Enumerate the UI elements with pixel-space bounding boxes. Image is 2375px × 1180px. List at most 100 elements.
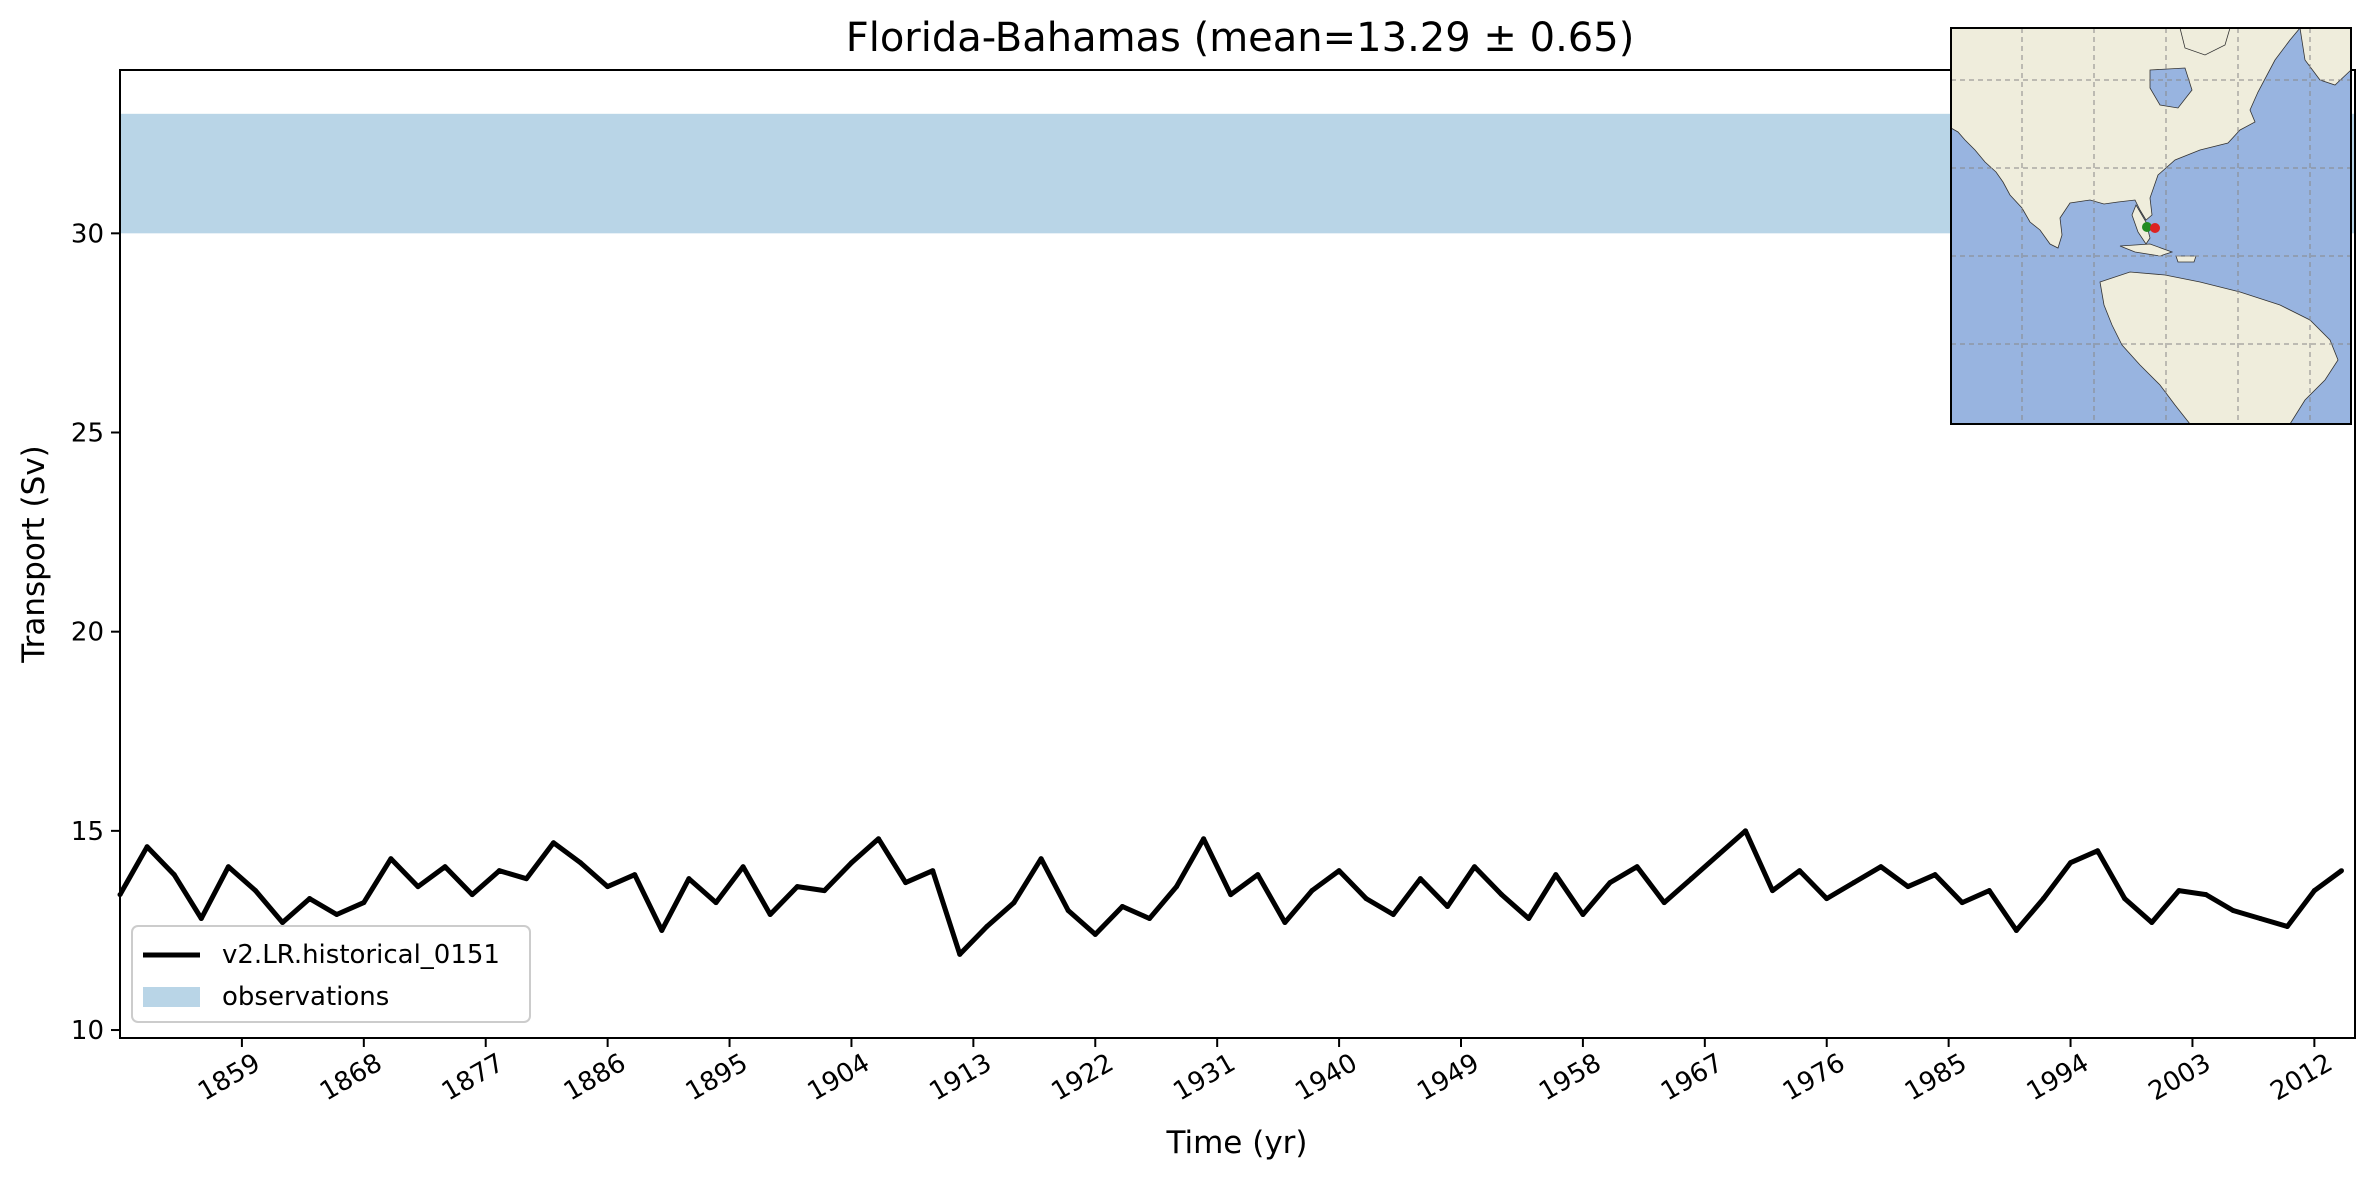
series-point — [1282, 919, 1288, 925]
series-point — [1742, 828, 1748, 834]
x-tick-label: 1868 — [315, 1048, 387, 1107]
series-point — [442, 864, 448, 870]
x-tick-label: 1958 — [1534, 1048, 1606, 1107]
series-point — [848, 860, 854, 866]
y-tick-label: 30 — [71, 219, 104, 249]
map-marker-end — [2150, 223, 2160, 233]
map-frame — [1950, 27, 2352, 425]
legend-box — [131, 925, 531, 1023]
series-point — [1119, 904, 1125, 910]
series-point — [1038, 856, 1044, 862]
series-point — [659, 927, 665, 933]
series-point — [1092, 931, 1098, 937]
series-point — [957, 951, 963, 957]
series-point — [469, 892, 475, 898]
series-point — [2149, 919, 2155, 925]
map-land-hispaniola — [2175, 255, 2197, 263]
series-point — [1390, 912, 1396, 918]
series-point — [1878, 864, 1884, 870]
series-point — [1607, 880, 1613, 886]
x-axis: 1859 1868 1877 1886 1895 1904 1913 1922 1931 1940… — [193, 1038, 2338, 1107]
map-land-greenland — [2299, 28, 2351, 86]
map-land-arctic-islands — [2179, 28, 2231, 56]
series-point — [2230, 908, 2236, 914]
series-point — [171, 872, 177, 878]
x-tick-label: 1931 — [1168, 1048, 1240, 1107]
y-tick-label: 10 — [71, 1016, 104, 1046]
plot-frame — [119, 69, 2356, 1039]
series-point — [686, 876, 692, 882]
series-point — [1228, 892, 1234, 898]
legend-observations-label: observations — [222, 982, 389, 1012]
y-axis: 10 15 20 25 30 — [71, 219, 120, 1046]
x-tick-label: 1940 — [1290, 1048, 1362, 1107]
series-point — [1851, 880, 1857, 886]
x-axis-label: Time (yr) — [1166, 1125, 1308, 1161]
x-tick-label: 2012 — [2266, 1048, 2338, 1107]
series-point — [2311, 888, 2317, 894]
series-point — [144, 844, 150, 850]
series-point — [1309, 888, 1315, 894]
series-point — [2176, 888, 2182, 894]
series-point — [1255, 872, 1261, 878]
x-tick-label: 1877 — [437, 1048, 509, 1107]
series-point — [1715, 852, 1721, 858]
series-point — [496, 868, 502, 874]
x-tick-label: 2003 — [2144, 1048, 2216, 1107]
series-point — [632, 872, 638, 878]
x-tick-label: 1967 — [1656, 1048, 1728, 1107]
y-axis-label: Transport (Sv) — [16, 445, 52, 664]
series-point — [252, 888, 258, 894]
series-point — [1526, 915, 1532, 921]
series-point — [1363, 896, 1369, 902]
series-point — [1959, 900, 1965, 906]
series-point — [415, 884, 421, 890]
series-point — [1986, 888, 1992, 894]
series-point — [876, 836, 882, 842]
x-tick-label: 1859 — [193, 1048, 265, 1107]
series-point — [307, 896, 313, 902]
series-point — [2095, 848, 2101, 854]
series-point — [713, 900, 719, 906]
series-point — [1499, 892, 1505, 898]
series-point — [1688, 876, 1694, 882]
series-point — [2203, 892, 2209, 898]
y-tick-label: 25 — [71, 419, 104, 449]
series-point — [1580, 912, 1586, 918]
series-point — [740, 864, 746, 870]
legend-observations-swatch — [143, 987, 200, 1007]
series-point — [280, 919, 286, 925]
x-tick-label: 1949 — [1412, 1048, 1484, 1107]
series-point — [930, 868, 936, 874]
series-point — [767, 912, 773, 918]
series-point — [984, 923, 990, 929]
x-tick-label: 1922 — [1046, 1048, 1118, 1107]
y-tick-label: 15 — [71, 817, 104, 847]
series-point — [2068, 860, 2074, 866]
series-point — [2257, 915, 2263, 921]
series-point — [1797, 868, 1803, 874]
series-point — [2040, 896, 2046, 902]
series-point — [1065, 908, 1071, 914]
series-point — [2013, 927, 2019, 933]
legend-series-label: v2.LR.historical_0151 — [222, 940, 500, 970]
map-land-north-america — [1951, 28, 2301, 249]
x-tick-label: 1904 — [803, 1048, 875, 1107]
y-tick-label: 20 — [71, 618, 104, 648]
series-point — [1770, 888, 1776, 894]
map-hudson-bay — [2149, 67, 2193, 109]
series-point — [523, 876, 529, 882]
series-point — [821, 888, 827, 894]
series-point — [2338, 868, 2344, 874]
series-point — [1174, 884, 1180, 890]
chart-title: Florida-Bahamas (mean=13.29 ± 0.65) — [846, 15, 1635, 61]
series-points — [117, 828, 2344, 957]
map-graticule — [1951, 28, 2351, 424]
series-point — [225, 864, 231, 870]
series-point — [550, 840, 556, 846]
series-point — [334, 912, 340, 918]
series-point — [1417, 876, 1423, 882]
series-point — [605, 884, 611, 890]
x-tick-label: 1895 — [681, 1048, 753, 1107]
